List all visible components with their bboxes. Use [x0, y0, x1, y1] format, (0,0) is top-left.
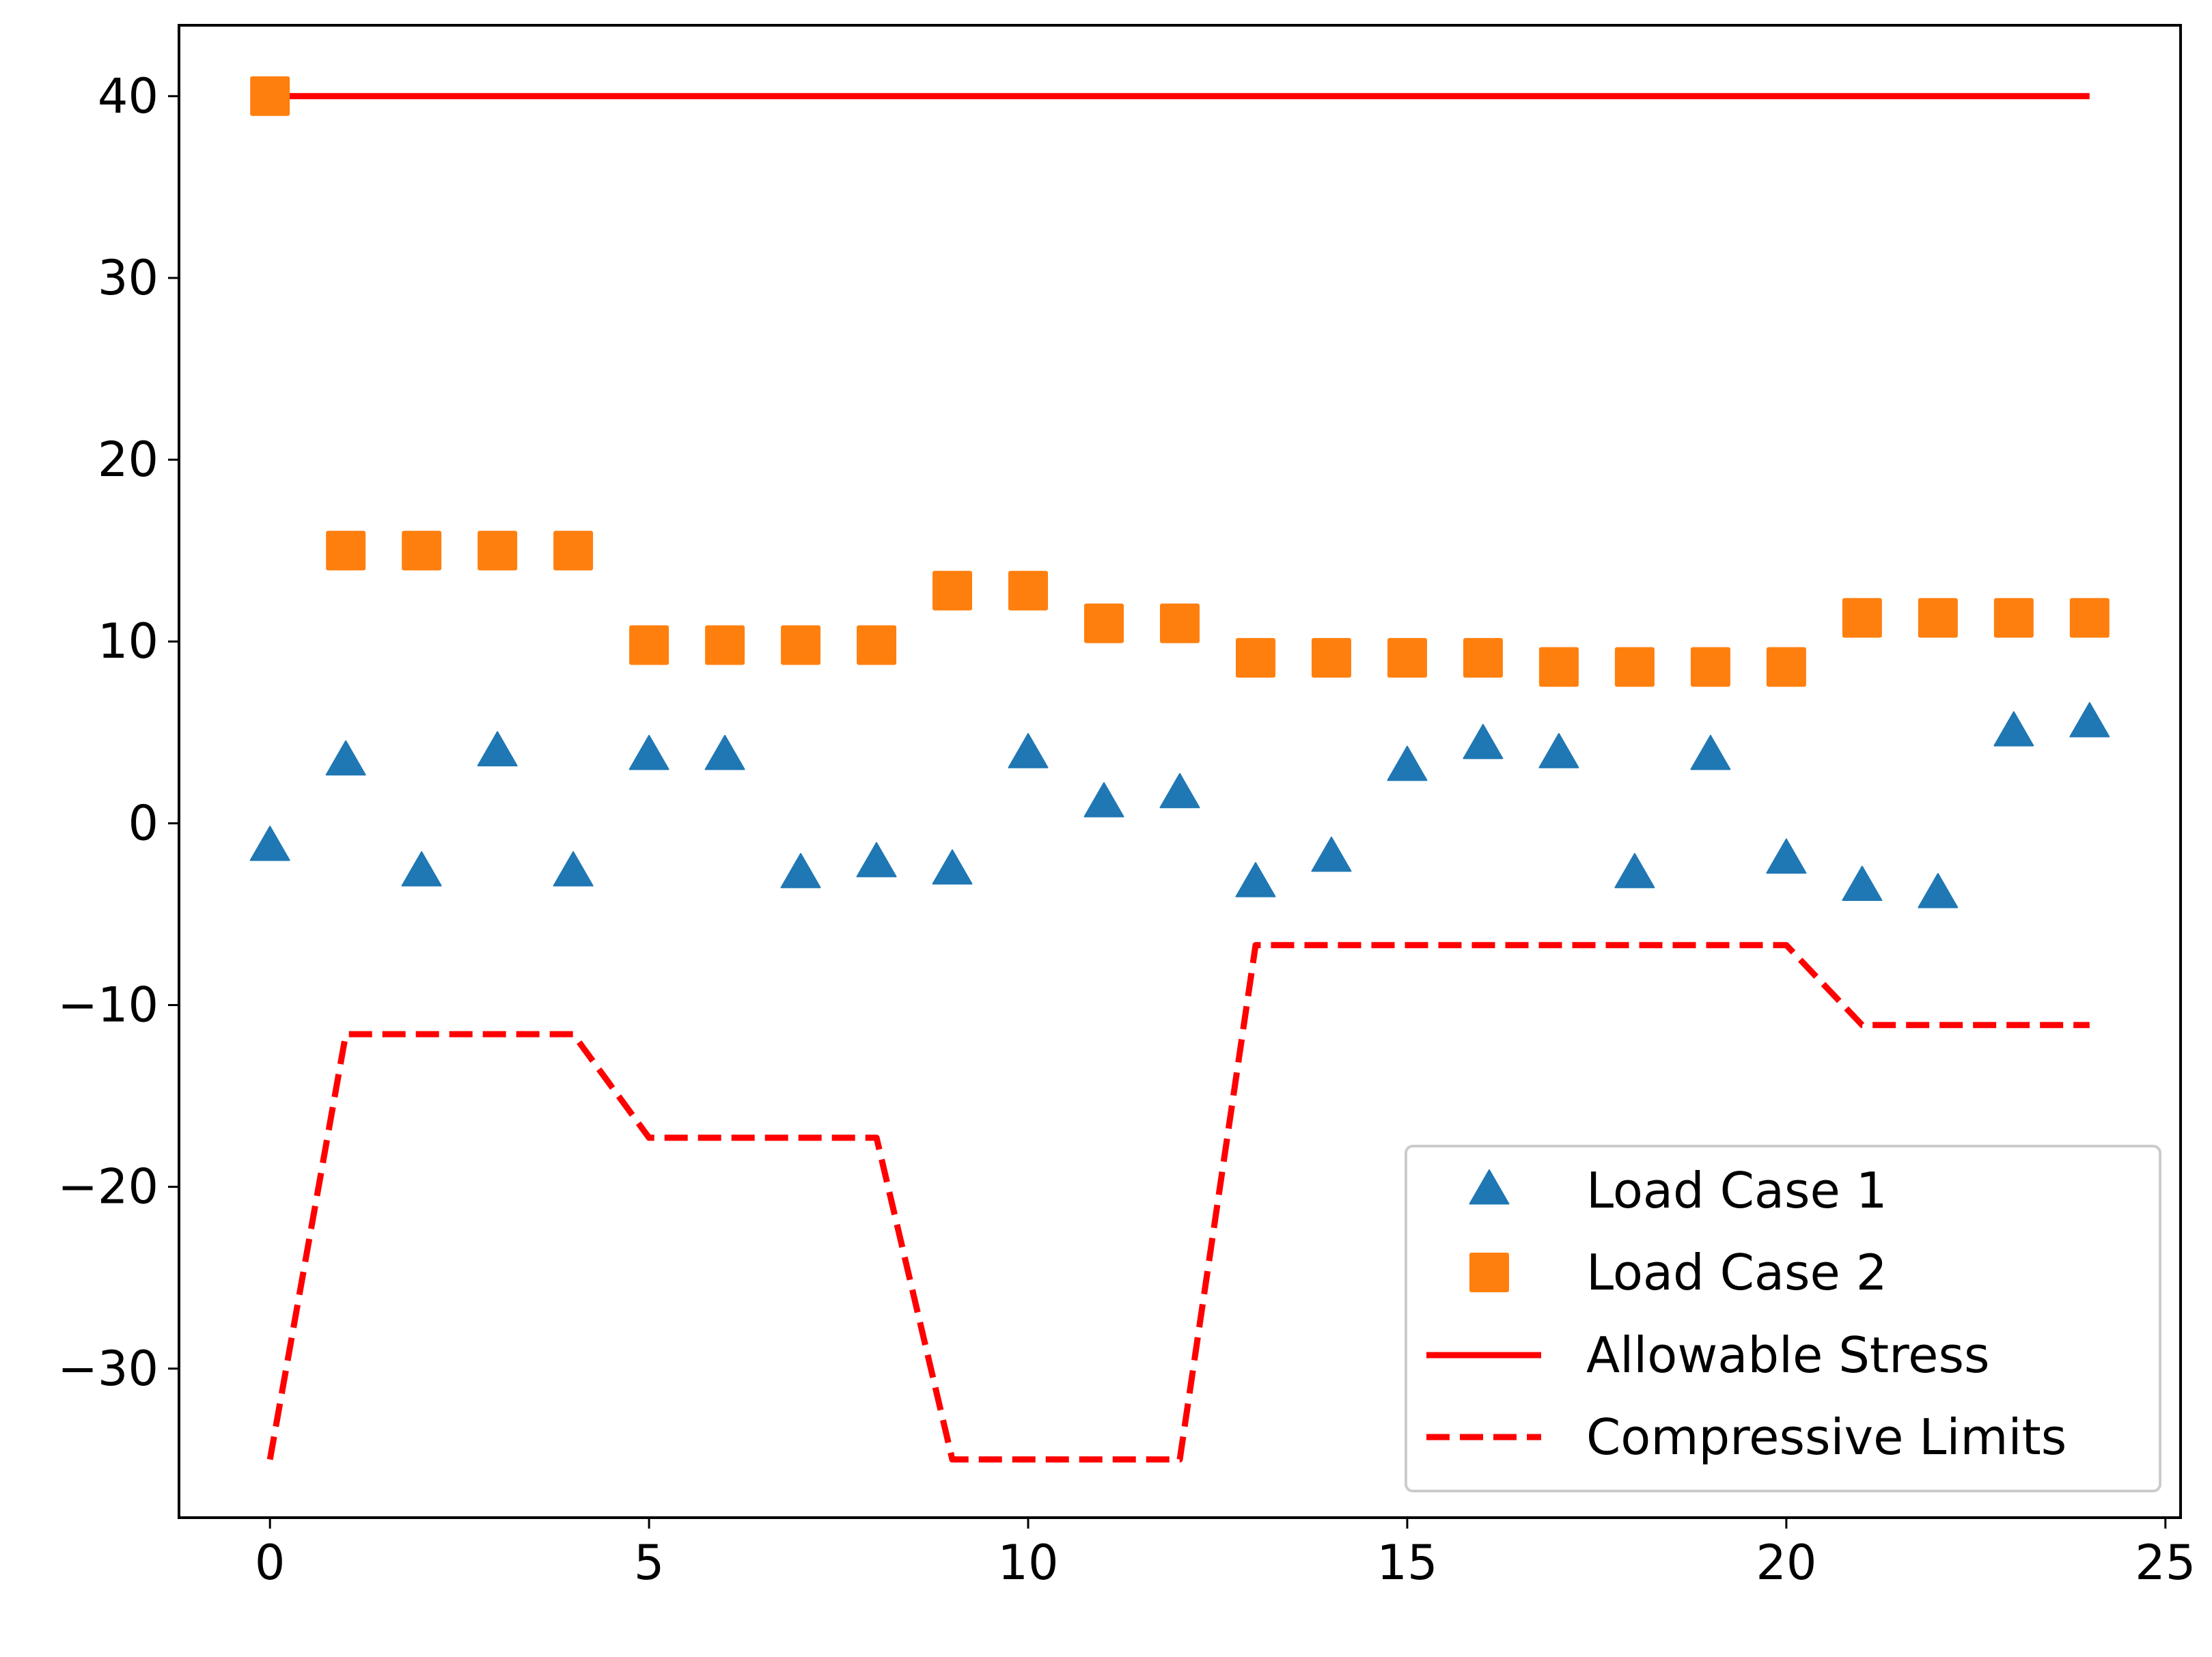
load-case-2-point [705, 625, 745, 665]
load-case-2-point [781, 625, 821, 665]
legend-load-case-1-label: Load Case 1 [1586, 1162, 1888, 1219]
load-case-1-point [553, 851, 594, 887]
y-tick-label: −20 [57, 1159, 158, 1215]
load-case-2-point [1690, 647, 1730, 687]
legend-allowable-stress-label: Allowable Stress [1586, 1326, 1989, 1384]
load-case-2-point [932, 570, 973, 611]
load-case-1-point [628, 734, 669, 770]
load-case-2-point [1008, 570, 1049, 611]
load-case-2-point [250, 76, 290, 116]
axes-layer: 0 5 10 15 20 25 −30 −20 −10 0 10 20 30 40 [57, 68, 2196, 1591]
x-tick-label: 0 [255, 1535, 286, 1591]
load-case-1-point [249, 825, 290, 861]
load-case-2-point [1463, 638, 1503, 678]
load-case-1-point [1083, 782, 1124, 818]
load-case-2-point [1614, 647, 1655, 687]
load-case-1-point [1008, 733, 1049, 768]
load-case-1-point [780, 852, 821, 889]
load-case-2-point [553, 531, 594, 571]
load-case-1-point [1538, 733, 1579, 768]
x-tick-label: 5 [634, 1535, 665, 1591]
load-case-1-point [856, 841, 897, 878]
load-case-2-point [1160, 603, 1200, 643]
load-case-2-point [478, 531, 518, 571]
legend-load-case-2-label: Load Case 2 [1586, 1244, 1888, 1301]
y-tick-label: −10 [57, 977, 158, 1033]
load-case-2-point [1084, 603, 1124, 643]
load-case-2-point [402, 531, 442, 571]
load-case-1-point [325, 740, 366, 776]
load-case-2-point [1842, 598, 1882, 638]
y-tick-label: 40 [98, 68, 158, 124]
legend-layer: Load Case 1 Load Case 2 Allowable Stress Co… [1405, 1145, 2161, 1492]
y-tick-label: −30 [57, 1341, 158, 1397]
load-case-2-point [1387, 638, 1427, 678]
y-tick-label: 30 [98, 250, 158, 306]
series-layer [249, 76, 2110, 1463]
load-case-1-point [1766, 838, 1807, 874]
x-tick-label: 10 [997, 1535, 1058, 1591]
plot-frame [178, 24, 2182, 1519]
load-case-2-point [629, 625, 669, 665]
x-tick-label: 15 [1377, 1535, 1437, 1591]
load-case-1-point [932, 849, 973, 885]
load-case-2-point [326, 531, 366, 571]
load-case-2-point [1766, 647, 1806, 687]
load-case-1-point [2069, 701, 2110, 738]
load-case-1-point [1463, 723, 1504, 760]
x-tick-label: 20 [1756, 1535, 1816, 1591]
load-case-2-point [1918, 598, 1958, 638]
load-case-1-point [1842, 865, 1883, 901]
legend-load-case-1-marker [1469, 1169, 1510, 1205]
load-case-1-point [1690, 734, 1731, 770]
load-case-1-point [1311, 836, 1352, 872]
load-case-1-point [1235, 862, 1276, 897]
load-case-1-point [1993, 711, 2034, 747]
load-case-1-point [477, 731, 518, 767]
y-tick-label: 20 [98, 432, 158, 488]
load-case-2-point [1538, 647, 1579, 687]
x-tick-label: 25 [2135, 1535, 2196, 1591]
frame-layer [178, 24, 2182, 1519]
y-tick-label: 0 [128, 795, 158, 851]
load-case-1-point [401, 851, 442, 887]
legend-compressive-limits-label: Compressive Limits [1586, 1408, 2066, 1466]
load-case-1-point [1918, 873, 1959, 908]
series-compressive-limits-line [266, 942, 2090, 1463]
y-tick-label: 10 [98, 613, 158, 669]
load-case-1-point [1159, 772, 1200, 809]
legend-box [1405, 1145, 2161, 1492]
load-case-1-point [1387, 745, 1428, 781]
load-case-2-point [2069, 598, 2110, 638]
load-case-2-point [1235, 638, 1275, 678]
load-case-2-point [1993, 598, 2034, 638]
legend-load-case-2-marker [1469, 1253, 1509, 1292]
load-case-1-point [704, 734, 745, 770]
load-case-2-point [857, 625, 897, 665]
load-case-1-point [1614, 852, 1655, 889]
load-case-2-point [1311, 638, 1351, 678]
